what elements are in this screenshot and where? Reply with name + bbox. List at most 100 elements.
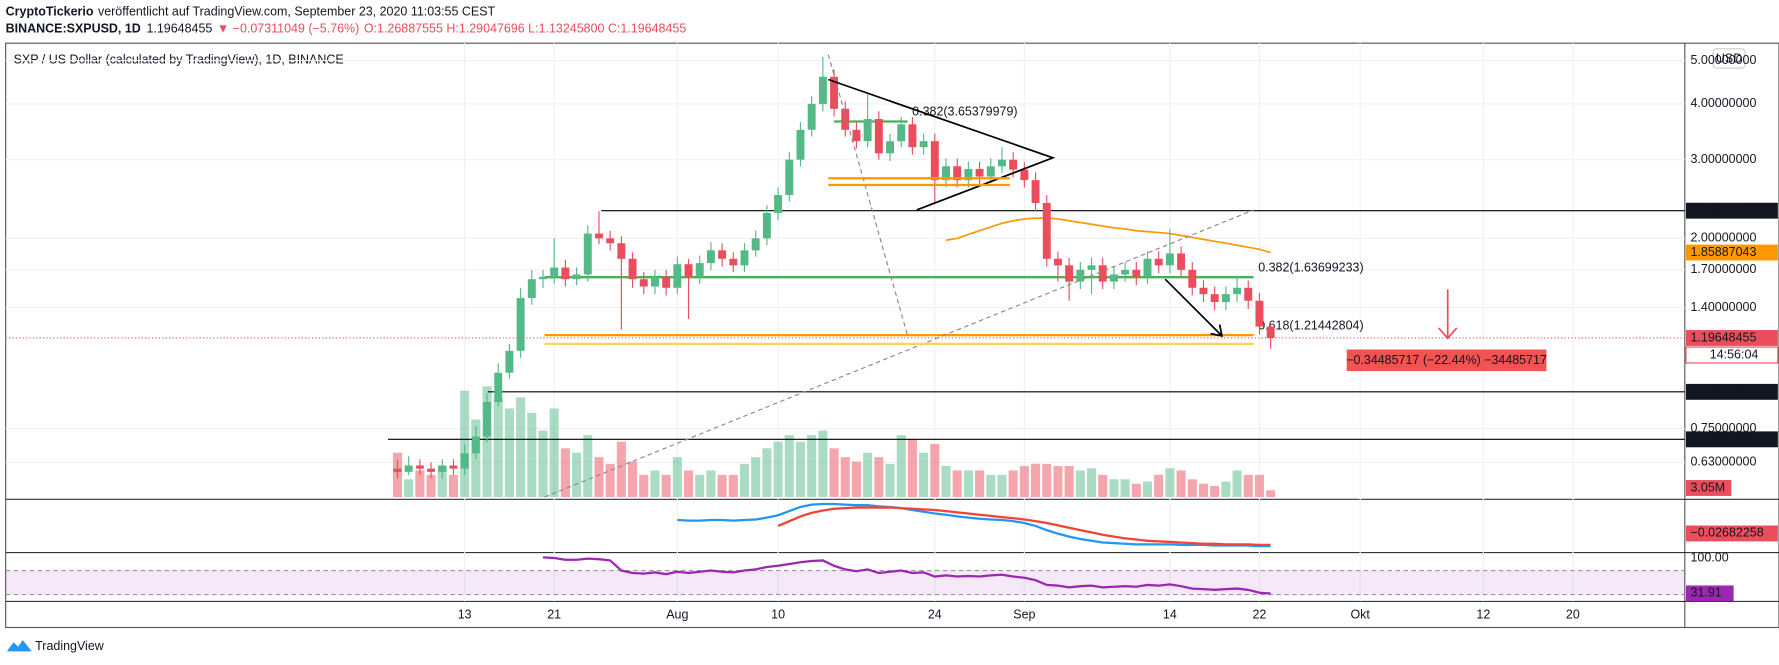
- fib-label: 0.382(1.63699233): [1258, 260, 1363, 274]
- volume-bar: [784, 435, 794, 498]
- price-label-bg: [1685, 330, 1778, 346]
- volume-bar: [986, 474, 996, 498]
- volume-bar: [739, 463, 750, 498]
- fib-label: 0.382(3.65379979): [912, 105, 1017, 119]
- volume-bar: [1154, 474, 1164, 498]
- y-tick-label: 3.00000000: [1691, 152, 1757, 166]
- volume-bar: [1031, 463, 1041, 498]
- measure-label: −0.34485717 (−22.44%) −34485717: [1346, 353, 1547, 367]
- volume-bar: [1042, 463, 1052, 498]
- candle-body: [662, 276, 671, 288]
- candle-body: [1154, 258, 1163, 266]
- volume-bar: [896, 435, 906, 498]
- fib-zone: [828, 177, 1010, 187]
- x-tick-label: Aug: [666, 607, 688, 621]
- rsi-tick-label: 100.00: [1691, 551, 1729, 565]
- logo: [6, 639, 32, 652]
- candle-body: [718, 250, 727, 259]
- fib-label: 0.618(1.21442804): [1258, 318, 1363, 332]
- volume-bar: [795, 441, 806, 498]
- candle-body: [516, 298, 525, 351]
- candle-body: [628, 258, 637, 280]
- currency-button[interactable]: [1712, 48, 1746, 69]
- volume-bar: [930, 443, 940, 498]
- volume-bar: [1198, 483, 1209, 498]
- x-tick-label: 21: [547, 607, 561, 621]
- x-tick-label: 13: [458, 607, 472, 621]
- chart-frame: [5, 42, 1779, 629]
- candle-body: [1065, 265, 1074, 282]
- volume-bar: [851, 461, 861, 498]
- volume-bar: [1266, 490, 1276, 498]
- volume-bar: [840, 457, 850, 498]
- candle-body: [539, 276, 547, 280]
- chart-title: SXP / US Dollar (calculated by TradingVi…: [14, 53, 344, 67]
- candle-body: [930, 141, 939, 181]
- volume-bar: [997, 474, 1007, 498]
- candle-body: [572, 274, 581, 280]
- candle-body: [841, 108, 850, 130]
- x-tick-label: Sep: [1013, 607, 1035, 621]
- candle-body: [527, 279, 536, 299]
- volume-bar: [527, 412, 537, 498]
- volume-bar: [616, 441, 626, 498]
- volume-bar: [1053, 466, 1063, 498]
- candle-body: [1210, 294, 1219, 303]
- candle-body: [550, 267, 559, 277]
- candle-body: [964, 168, 973, 181]
- candle-body: [460, 453, 469, 469]
- footer: TradingView: [6, 639, 105, 653]
- x-tick-label: 10: [771, 607, 785, 621]
- candle-body: [483, 402, 492, 437]
- volume-bar: [650, 470, 660, 498]
- ma-label-bg: [1685, 244, 1778, 261]
- level-label: 0.70946669: [1691, 432, 1757, 446]
- candle-body: [1053, 258, 1062, 266]
- candle-body: [807, 103, 816, 130]
- y-tick-label: 0.75000000: [1691, 421, 1757, 435]
- candle-body: [830, 76, 839, 109]
- header-line: CryptoTickerio veröffentlicht auf Trading…: [6, 5, 496, 19]
- volume-bar: [1120, 479, 1130, 498]
- volume-bar: [1176, 470, 1186, 498]
- volume-bar: [639, 474, 649, 498]
- signal-line: [777, 506, 1271, 547]
- trend-line: [544, 209, 1254, 498]
- candle-body: [1121, 269, 1130, 275]
- candle-body: [1031, 180, 1040, 203]
- volume-bar: [1221, 481, 1231, 498]
- volume-bar: [919, 452, 929, 498]
- rsi-band: [5, 570, 1685, 595]
- volume-bar: [874, 457, 884, 498]
- currency[interactable]: USD: [1716, 51, 1742, 65]
- candle-body: [1020, 169, 1029, 181]
- volume-bar: [628, 461, 638, 498]
- candle-body: [695, 263, 704, 277]
- y-tick-label: 1.40000000: [1691, 300, 1757, 314]
- volume-bar: [941, 466, 951, 498]
- candle-body: [942, 166, 950, 181]
- candle-body: [1255, 300, 1264, 327]
- volume-bar: [1254, 474, 1264, 498]
- volume-bar: [572, 452, 582, 498]
- candle-body: [852, 129, 861, 142]
- volume-bar: [728, 474, 738, 498]
- candle-body: [897, 124, 906, 142]
- volume-bar: [594, 457, 604, 498]
- candle-body: [684, 264, 693, 277]
- macd-label-bg: [1685, 525, 1778, 542]
- candle-body: [1098, 265, 1107, 282]
- candle-body: [1165, 253, 1174, 266]
- volume-bar: [773, 441, 783, 498]
- x-tick-label: 22: [1253, 607, 1267, 621]
- volume-bar: [829, 448, 839, 498]
- volume-bar: [1019, 466, 1029, 498]
- candle-body: [998, 159, 1006, 167]
- volume-bar: [583, 435, 593, 498]
- volume-bar: [1187, 479, 1197, 498]
- candle-body: [986, 166, 995, 177]
- candle-body: [449, 465, 458, 469]
- candle-body: [415, 465, 424, 469]
- volume-bar: [751, 457, 761, 498]
- brand: TradingView: [35, 639, 105, 653]
